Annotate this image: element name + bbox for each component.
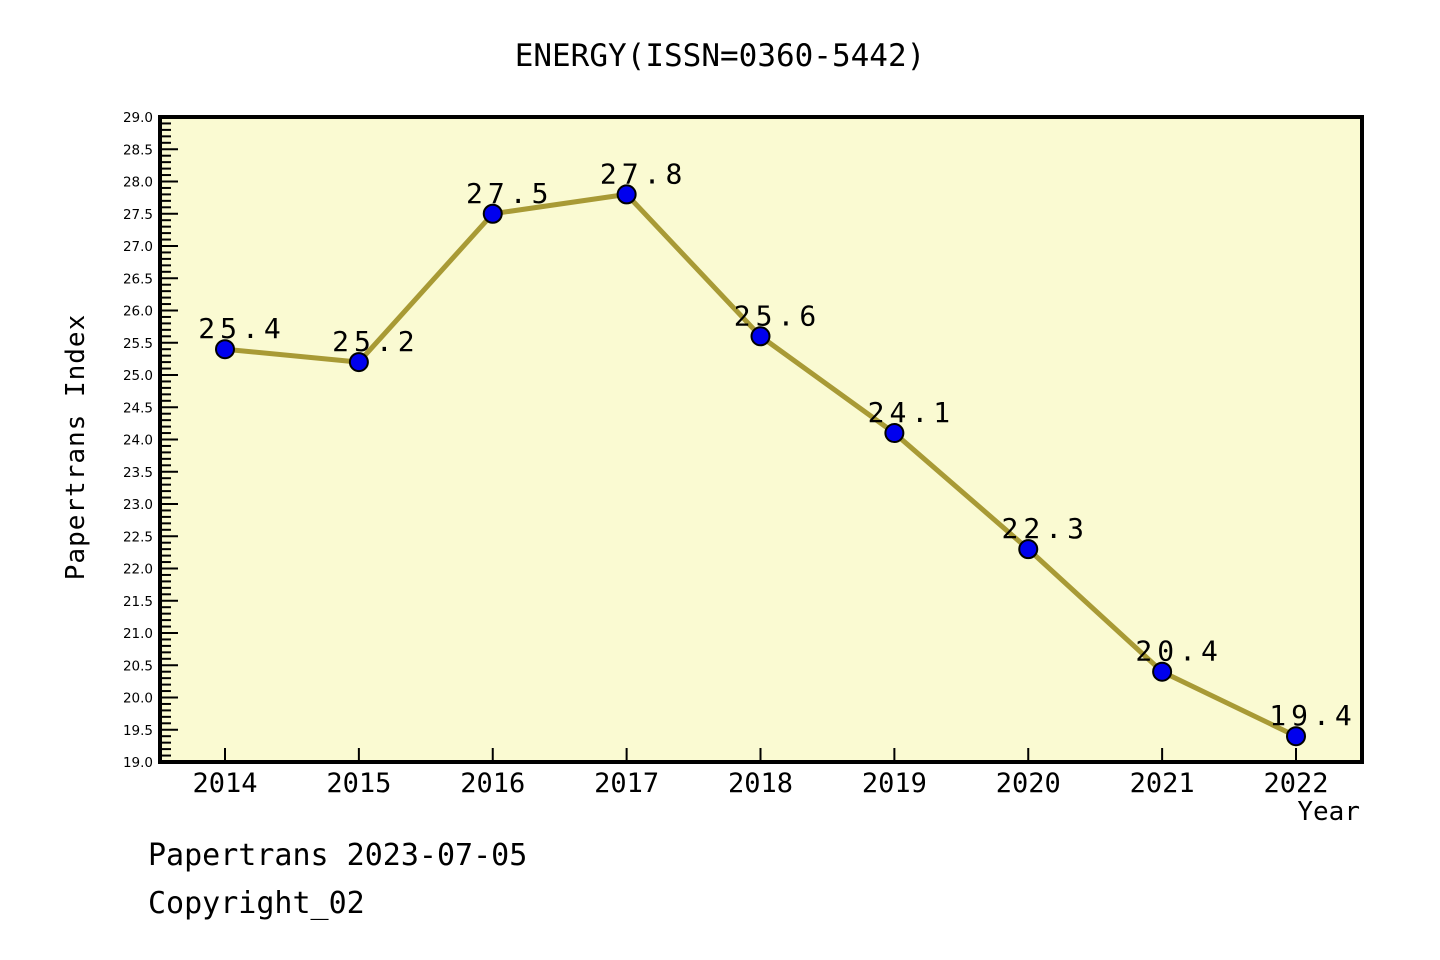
x-tick-label: 2014 [192,768,257,799]
data-point-label: 25.6 [734,299,821,332]
data-point-label: 27.8 [600,157,687,190]
x-tick-label: 2019 [862,768,927,799]
x-tick-label: 2021 [1130,768,1195,799]
x-axis-label: Year [1297,797,1360,827]
y-tick-label: 24.0 [123,433,153,449]
y-tick-label: 21.0 [123,626,153,642]
data-point-marker [482,203,503,224]
y-tick-label: 22.5 [123,529,153,545]
data-point-marker [884,423,905,444]
y-axis-label: Papertrans Index [61,313,91,581]
x-tick-label: 2015 [326,768,391,799]
y-tick-label: 25.0 [123,368,153,384]
y-tick-label: 27.5 [123,207,153,223]
data-point-label: 25.4 [198,312,285,345]
y-tick-label: 28.0 [123,175,153,191]
footer-copyright-text: Copyright_02 [148,886,365,921]
x-tick-label: 2022 [1263,768,1328,799]
y-tick-label: 27.0 [123,239,153,255]
y-tick-label: 26.0 [123,304,153,320]
y-tick-label: 20.0 [123,691,153,707]
y-tick-label: 22.0 [123,562,153,578]
x-tick-label: 2020 [996,768,1061,799]
y-tick-label: 23.0 [123,497,153,513]
data-point-label: 27.5 [466,177,553,210]
data-point-marker [1018,539,1039,560]
data-point-marker [750,326,771,347]
y-tick-label: 20.5 [123,658,153,674]
data-point-marker [616,184,637,205]
y-tick-label: 24.5 [123,400,153,416]
data-point-label: 20.4 [1135,635,1222,668]
y-tick-label: 21.5 [123,594,153,610]
y-tick-label: 26.5 [123,271,153,287]
data-point-label: 24.1 [868,396,955,429]
chart-title: ENERGY(ISSN=0360-5442) [514,38,926,74]
data-point-marker [1152,661,1173,682]
y-tick-label: 28.5 [123,142,153,158]
y-tick-label: 23.5 [123,465,153,481]
data-point-marker [1286,726,1306,747]
y-tick-label: 19.5 [123,723,153,739]
y-tick-label: 29.0 [123,110,153,126]
data-point-label: 25.2 [332,325,419,358]
x-tick-label: 2018 [728,768,793,799]
data-point-label: 22.3 [1002,512,1089,545]
data-point-marker [215,339,235,360]
y-tick-label: 25.5 [123,336,153,352]
data-point-label: 19.4 [1269,699,1356,732]
footer-watermark-text: Papertrans 2023-07-05 [148,838,528,873]
x-tick-label: 2016 [460,768,525,799]
data-point-marker [348,352,369,373]
x-tick-label: 2017 [594,768,659,799]
y-tick-label: 19.0 [123,755,153,771]
plot-area [158,115,1364,764]
